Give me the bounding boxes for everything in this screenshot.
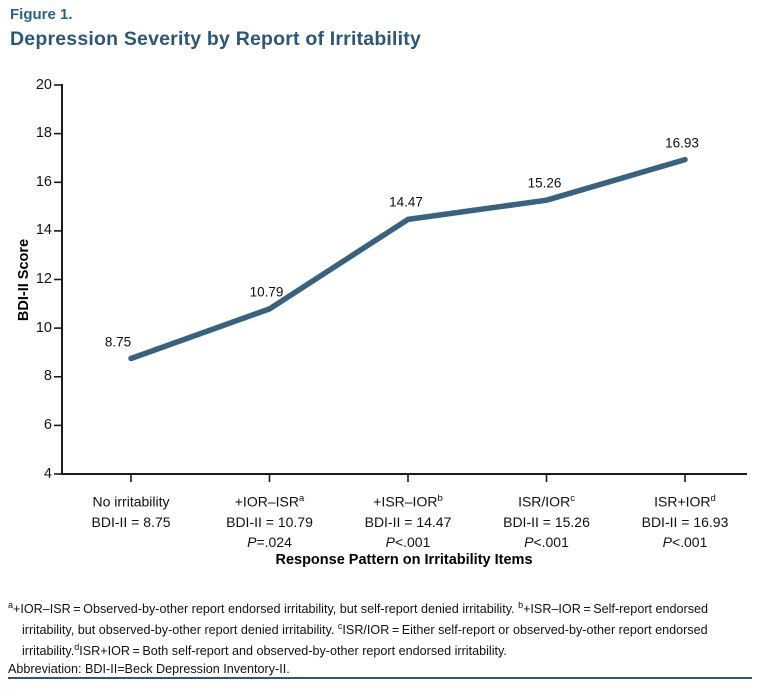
x-tick-bdi: BDI-II = 10.79 (226, 513, 313, 530)
x-tick-pvalue: P=.024 (247, 533, 292, 550)
x-tick-label: No irritability BDI-II = 8.75 (92, 489, 171, 532)
x-tick-pvalue: P<.001 (662, 533, 708, 550)
y-tick-label: 18 (35, 125, 52, 142)
x-tick-label: +IOR–ISRa BDI-II = 10.79 P=.024 (226, 489, 313, 552)
x-tick-pvalue: P<.001 (524, 533, 569, 550)
y-tick-label: 6 (43, 416, 52, 433)
x-tick-category: +IOR–ISRa (234, 493, 305, 510)
data-point-label: 14.47 (389, 194, 423, 210)
chart-title: Depression Severity by Report of Irritab… (10, 28, 422, 50)
x-tick-category: +ISR–IORb (373, 493, 443, 510)
x-axis-title: Response Pattern on Irritability Items (275, 552, 533, 568)
footnote-block: a+IOR–ISR = Observed-by-other report end… (8, 597, 750, 678)
x-tick-label: ISR+IORd BDI-II = 16.93 P<.001 (642, 489, 729, 552)
x-tick-pvalue: P<.001 (385, 533, 431, 550)
x-tick-category: No irritability (92, 493, 170, 510)
y-tick-label: 16 (35, 173, 52, 190)
data-line (128, 156, 688, 362)
y-tick-label: 8 (43, 368, 52, 385)
bottom-rule (8, 677, 752, 679)
x-tick-bdi: BDI-II = 14.47 (364, 513, 452, 530)
abbreviation-text: Abbreviation: BDI-II=Beck Depression Inv… (8, 661, 290, 676)
y-tick-label: 20 (35, 76, 52, 93)
data-point-label: 8.75 (104, 334, 132, 350)
y-tick-label: 12 (35, 271, 52, 287)
figure-label: Figure 1. (10, 6, 73, 23)
data-point-label: 16.93 (665, 135, 699, 151)
x-tick-bdi: BDI-II = 16.93 (641, 513, 729, 530)
x-tick-category: ISR+IORd (654, 493, 716, 510)
data-point-label: 15.26 (527, 175, 562, 191)
axis-ticks (54, 84, 686, 482)
x-tick-label: ISR/IORc BDI-II = 15.26 P<.001 (503, 489, 590, 552)
y-tick-label: 4 (43, 465, 52, 482)
x-tick-bdi: BDI-II = 8.75 (91, 513, 171, 530)
x-tick-category: ISR/IORc (518, 493, 575, 510)
y-tick-label: 10 (35, 319, 52, 336)
footnote-text: a+IOR–ISR = Observed-by-other report end… (8, 600, 709, 659)
y-tick-label: 14 (35, 222, 52, 239)
x-tick-label: +ISR–IORb BDI-II = 14.47 P<.001 (365, 489, 452, 552)
data-point-label: 10.79 (249, 284, 284, 300)
x-tick-bdi: BDI-II = 15.26 (503, 513, 590, 530)
